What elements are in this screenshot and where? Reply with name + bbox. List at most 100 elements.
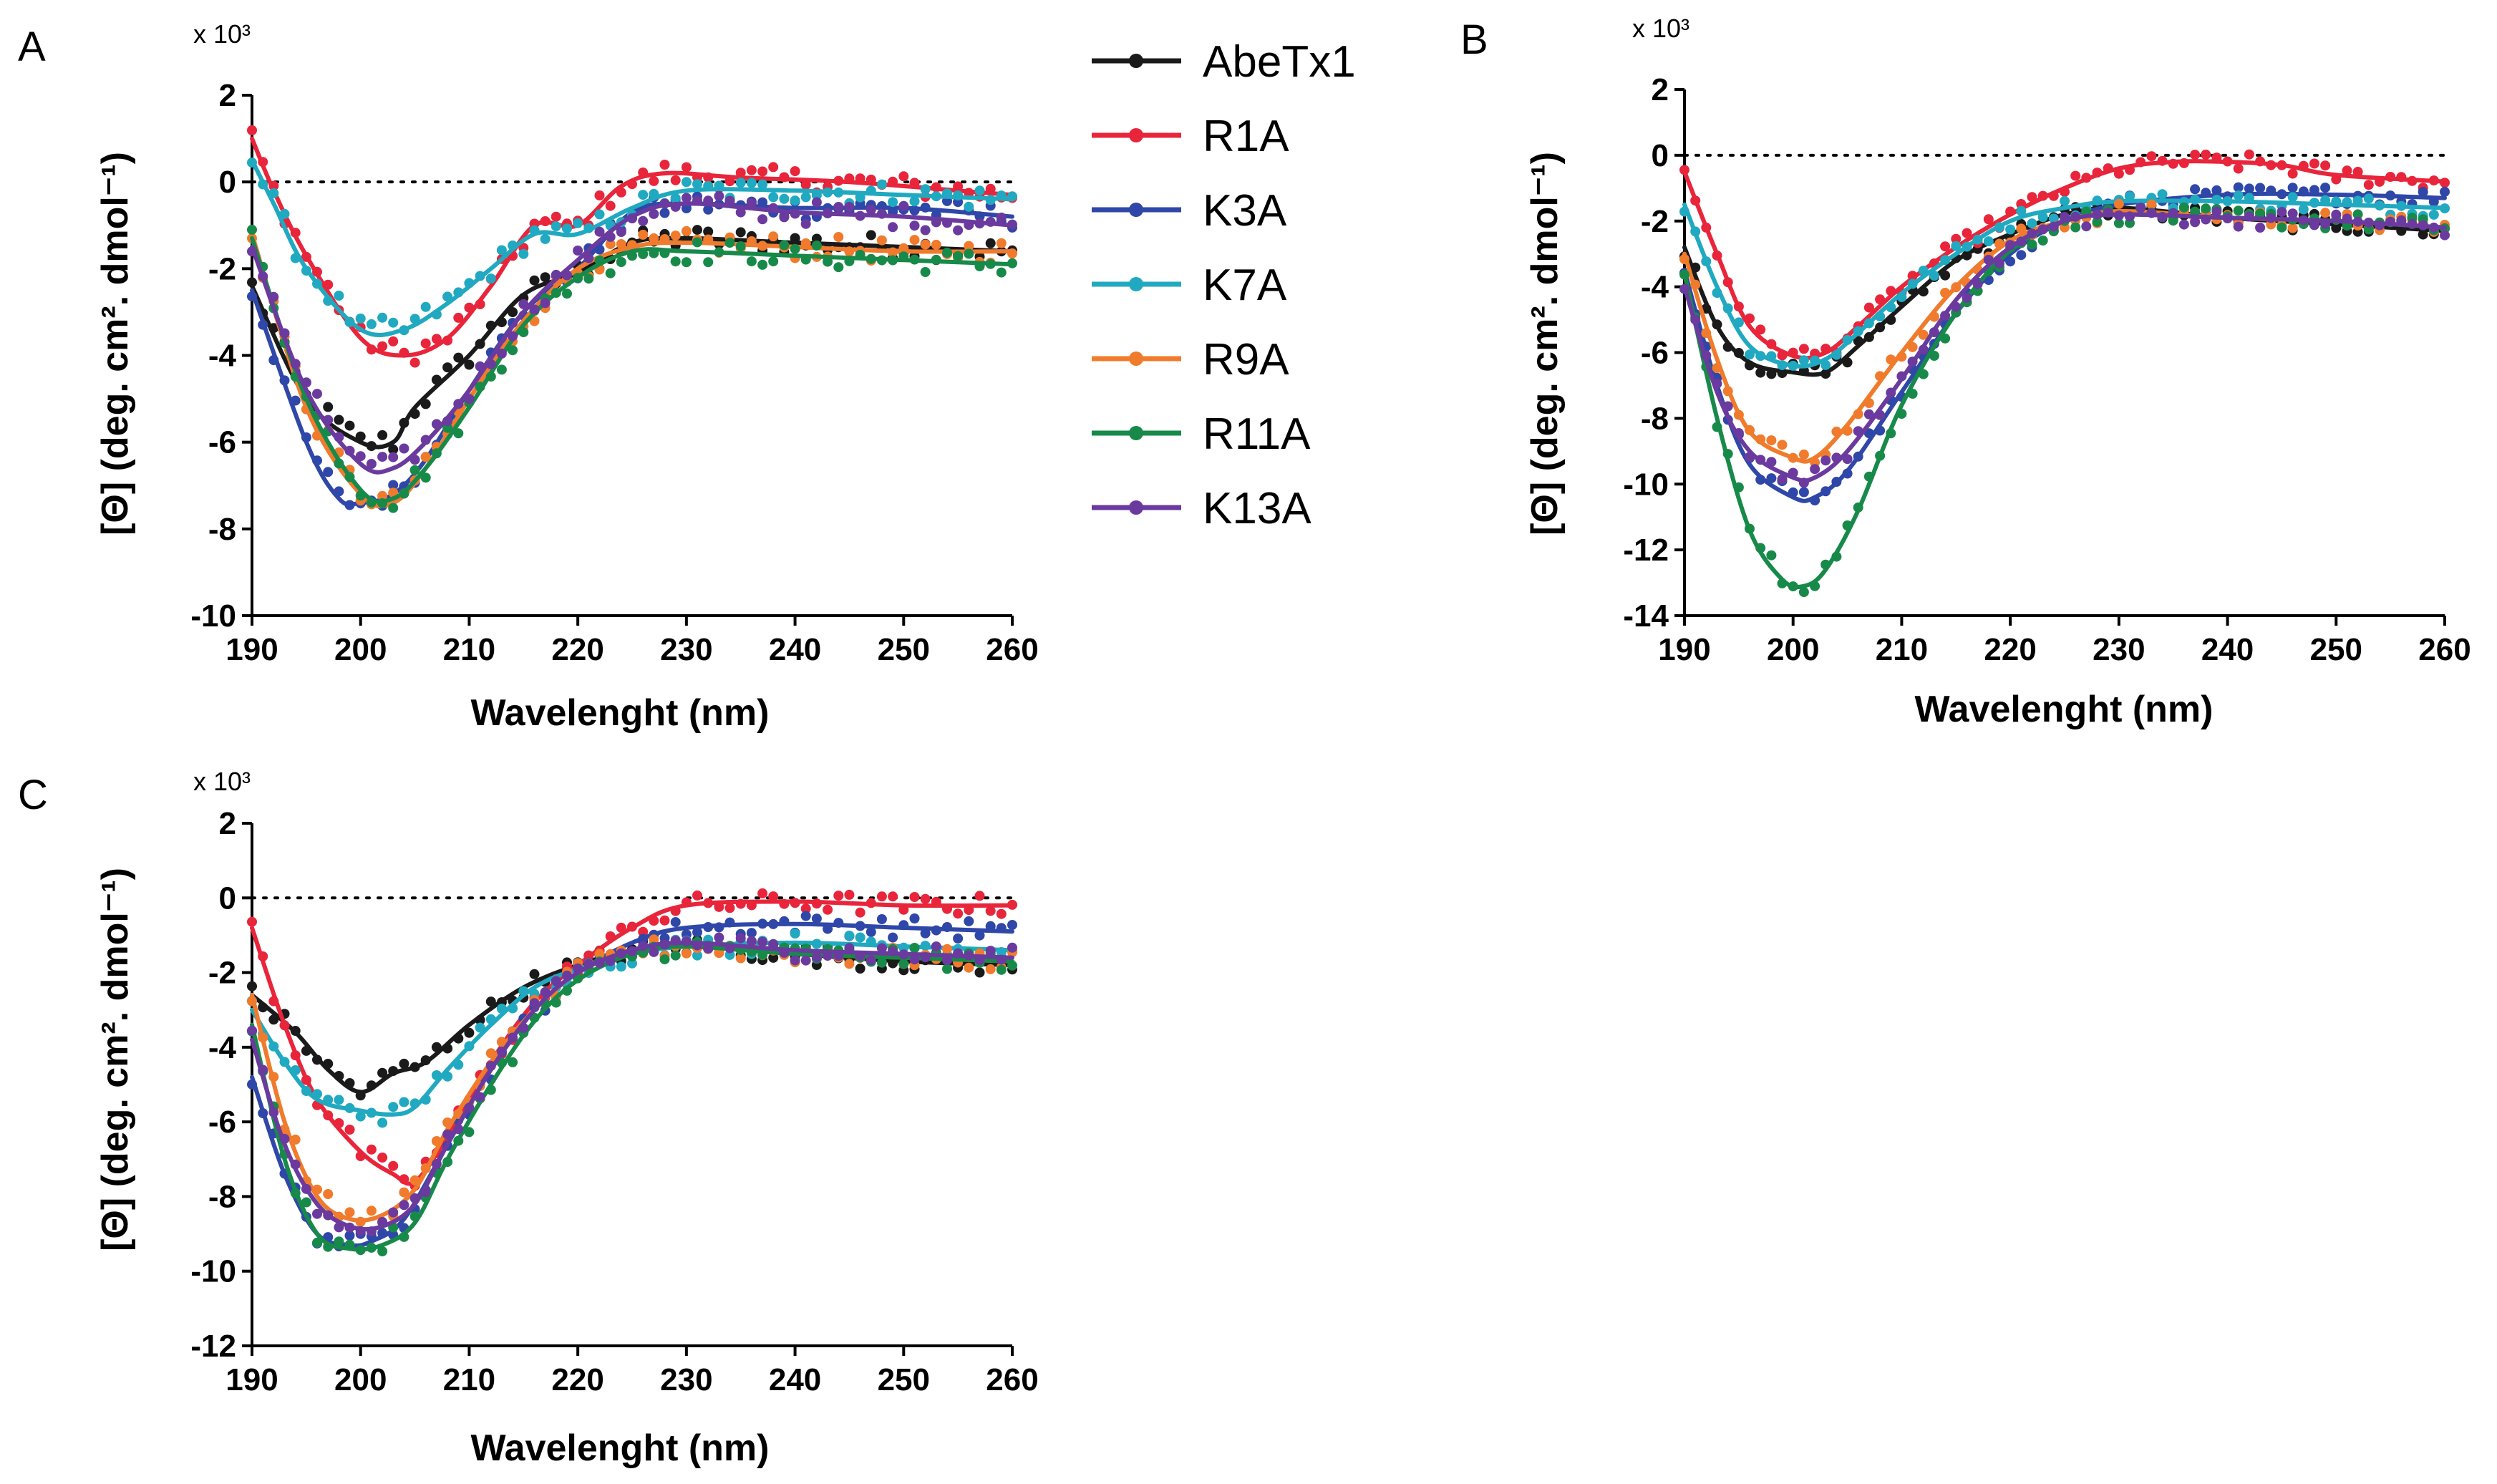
panel-c-point-r1a [768,891,779,902]
panel-a-y-tick-label: -2 [208,251,236,286]
panel-c-x-tick-label: 210 [443,1362,495,1397]
panel-b-point-r1a [2201,150,2211,160]
panel-b-point-r1a [2190,150,2201,160]
panel-b-point-k7a [2037,212,2048,223]
panel-b-point-k7a [1951,241,1962,251]
panel-a-point-r1a [681,162,692,173]
panel-a-x-tick-label: 200 [334,632,387,667]
panel-b-point-k13a [1994,258,2004,268]
panel-a-point-k13a [833,202,844,212]
panel-a-point-k13a [312,389,322,399]
panel-b-x-tick-label: 200 [1767,632,1819,667]
panel-a-point-r9a [996,238,1007,248]
panel-c-point-k3a [876,914,887,924]
panel-a-point-abetx1 [344,420,355,431]
panel-a-point-k13a [496,348,507,359]
panel-b-point-k13a [2081,221,2092,232]
panel-a-point-r11a [735,241,746,251]
panel-c-point-r9a [844,959,855,969]
panel-a-point-k13a [866,204,876,215]
panel-b-point-r1a [2352,167,2363,177]
panel-c-scale-label: x 10³ [193,767,251,796]
panel-a-point-r9a [649,233,659,243]
panel-c-point-k13a [388,1207,399,1218]
panel-c-point-r1a [974,891,985,901]
panel-a-point-r11a [562,288,572,299]
panel-a-point-r1a [898,171,909,182]
panel-a-point-r9a [920,239,931,250]
panel-c-point-k7a [388,1102,399,1112]
panel-b-y-tick-label: -4 [1641,270,1669,305]
panel-a-point-r1a [551,211,561,222]
panel-b-point-k13a [1972,278,1983,289]
panel-a-point-r1a [377,341,388,351]
panel-c-point-r11a [996,964,1007,975]
panel-b-point-r1a [2342,165,2352,176]
panel-c-point-abetx1 [529,969,540,979]
panel-b-point-k7a [2027,218,2037,229]
panel-a-point-r9a [681,225,692,236]
panel-c-point-abetx1 [855,964,866,974]
panel-a-point-k7a [876,179,887,190]
panel-c-point-k3a [692,927,702,938]
panel-c-label: C [18,772,48,818]
legend-label-k3a: K3A [1203,186,1287,236]
panel-c-point-k13a [876,943,887,954]
panel-a-point-r11a [453,428,464,439]
panel-b-point-r11a [2168,215,2178,226]
panel-a-point-k13a [920,225,931,236]
panel-b-point-r9a [2016,223,2027,234]
panel-b-point-k3a [1766,473,1777,484]
panel-a-point-k13a [388,452,399,462]
panel-a-y-axis-title: [Θ] (deg. cm². dmol⁻¹) [94,152,136,535]
panel-a-y-tick-label: 2 [219,78,236,113]
panel-b-series-line-r1a [1682,159,2447,361]
legend-label-r1a: R1A [1203,112,1289,161]
panel-c: C x 10³ [Θ] (deg. cm². dmol⁻¹) Wavelengh… [18,767,1039,1469]
panel-a-y-tick-label: -4 [208,339,237,374]
panel-c-plot: -12 -10 -8 -6 -4 -2 0 2 190 200 210 220 230 240 250 260 [190,806,1038,1397]
panel-b-point-k7a [2048,213,2059,224]
panel-c-point-k7a [844,931,855,941]
panel-b-point-k7a [1983,236,1994,247]
panel-b-point-k7a [1745,349,1755,360]
panel-c-point-r1a [985,906,996,916]
panel-b-point-r11a [2027,239,2037,250]
panel-a-point-r9a [377,490,388,501]
panel-b-point-k13a [2440,230,2450,241]
panel-a-point-r9a [638,229,649,240]
panel-b-x-tick-label: 190 [1658,632,1710,667]
panel-a-point-k7a [757,179,768,190]
panel-a-point-r1a [420,338,431,349]
panel-c-point-k3a [909,913,920,923]
panel-c-point-r1a [692,890,702,901]
panel-b-point-k13a [2233,221,2244,232]
panel-c-point-r11a [942,964,952,974]
panel-b-point-k3a [2287,183,2298,193]
panel-c-point-k13a [757,936,768,947]
panel-b-point-k7a [2233,190,2244,200]
panel-a-point-abetx1 [334,414,344,425]
panel-a-point-k7a [638,190,649,200]
panel-b-point-k7a [2287,192,2298,203]
panel-b-point-k7a [2005,224,2016,235]
panel-c-point-r1a [876,891,887,902]
panel-b-point-k3a [1798,487,1809,498]
panel-c-x-tick-label: 250 [878,1362,930,1397]
panel-b-y-tick-label: -2 [1641,204,1669,239]
panel-a-point-r1a [670,175,681,185]
panel-b-label: B [1460,16,1488,63]
panel-a-point-abetx1 [540,272,551,283]
panel-b-point-k7a [2157,189,2168,200]
panel-c-point-k13a [247,1025,257,1036]
panel-a-point-k13a [681,193,692,203]
panel-a-point-k7a [485,273,496,284]
panel-c-point-k7a [616,961,626,972]
panel-c-point-k7a [692,950,702,961]
panel-a-point-k7a [768,192,779,203]
panel-b-point-k13a [1777,474,1788,485]
panel-b-point-r11a [2277,222,2287,233]
panel-b-point-r9a [1918,329,1929,340]
panel-a-point-k7a [800,192,811,203]
panel-b-point-r9a [1777,440,1788,450]
